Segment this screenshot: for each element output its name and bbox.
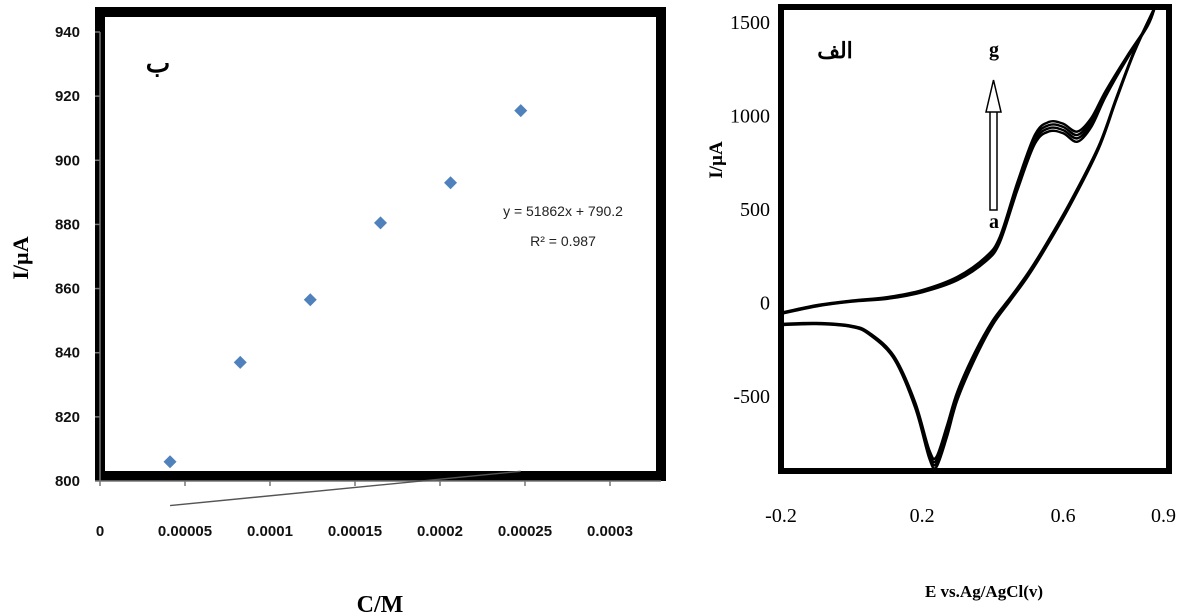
scan-increase-arrow bbox=[985, 79, 1002, 211]
voltammogram-curve-reverse bbox=[781, 7, 1156, 461]
voltammogram-y-tick-label: -500 bbox=[733, 386, 770, 408]
voltammogram-chart: -500 0 500 1000 1500 -0.2 0.2 0.6 0.9 g a الف I… bbox=[706, 4, 1176, 601]
calibration-axes bbox=[95, 31, 661, 486]
calibration-data-point bbox=[514, 104, 528, 118]
calibration-data-point bbox=[233, 355, 247, 369]
calibration-x-tick-label: 0.0003 bbox=[587, 523, 633, 540]
voltammogram-panel-label: الف bbox=[817, 38, 853, 63]
calibration-y-tick-label: 880 bbox=[55, 216, 80, 233]
voltammogram-x-axis-title: E vs.Ag/AgCl(v) bbox=[925, 582, 1043, 601]
calibration-x-axis-title: C/M bbox=[357, 592, 404, 616]
calibration-trendline bbox=[169, 470, 521, 507]
calibration-panel-label: ب bbox=[146, 49, 170, 78]
calibration-y-tick-label: 900 bbox=[55, 152, 80, 169]
calibration-data-point bbox=[374, 216, 387, 230]
voltammogram-y-tick-label: 1000 bbox=[730, 106, 770, 128]
voltammogram-y-tick-label: 1500 bbox=[730, 12, 770, 34]
calibration-x-tick-label: 0.00015 bbox=[328, 523, 382, 540]
calibration-data-point bbox=[444, 176, 458, 190]
calibration-y-tick-label: 800 bbox=[55, 473, 80, 490]
voltammogram-y-tick-label: 500 bbox=[740, 199, 770, 221]
voltammogram-chart-frame bbox=[778, 4, 1172, 474]
calibration-x-tick-label: 0.0002 bbox=[417, 523, 463, 540]
arrow-end-label: g bbox=[989, 39, 999, 61]
voltammogram-x-tick-label: 0.2 bbox=[910, 505, 935, 527]
voltammogram-y-tick-label: 0 bbox=[760, 293, 770, 315]
calibration-x-tick-label: 0.00005 bbox=[158, 523, 212, 540]
voltammogram-x-tick-label: 0.6 bbox=[1051, 505, 1076, 527]
calibration-x-tick-label: 0.00025 bbox=[498, 523, 552, 540]
calibration-y-axis-title: I/µA bbox=[8, 236, 33, 279]
voltammogram-curve-forward bbox=[781, 7, 1157, 314]
calibration-equation-label: y = 51862x + 790.2 bbox=[503, 203, 623, 219]
calibration-y-tick-label: 920 bbox=[55, 88, 80, 105]
voltammogram-y-axis-title: I/µA bbox=[706, 141, 727, 179]
calibration-y-tick-labels: 800 820 840 860 880 900 920 940 bbox=[55, 24, 80, 490]
calibration-data-point bbox=[163, 455, 177, 469]
calibration-x-tick-label: 0 bbox=[96, 523, 104, 540]
voltammogram-x-tick-labels: -0.2 0.2 0.6 0.9 bbox=[765, 505, 1176, 527]
calibration-x-tick-labels: 0 0.00005 0.0001 0.00015 0.0002 0.00025 0.0003 bbox=[96, 523, 633, 540]
calibration-r2-label: R² = 0.987 bbox=[530, 233, 596, 249]
calibration-y-tick-label: 840 bbox=[55, 345, 80, 362]
arrow-start-label: a bbox=[989, 211, 999, 233]
voltammogram-x-tick-label: -0.2 bbox=[765, 505, 797, 527]
calibration-y-tick-label: 820 bbox=[55, 409, 80, 426]
calibration-x-tick-label: 0.0001 bbox=[247, 523, 293, 540]
calibration-data-point bbox=[303, 293, 317, 307]
calibration-chart-frame bbox=[95, 7, 666, 481]
calibration-data-points bbox=[163, 104, 528, 469]
calibration-y-tick-label: 860 bbox=[55, 281, 80, 298]
calibration-y-tick-label: 940 bbox=[55, 24, 80, 41]
voltammogram-y-tick-labels: -500 0 500 1000 1500 bbox=[730, 12, 770, 408]
voltammogram-x-tick-label: 0.9 bbox=[1151, 505, 1176, 527]
voltammogram-curves bbox=[781, 7, 1157, 470]
